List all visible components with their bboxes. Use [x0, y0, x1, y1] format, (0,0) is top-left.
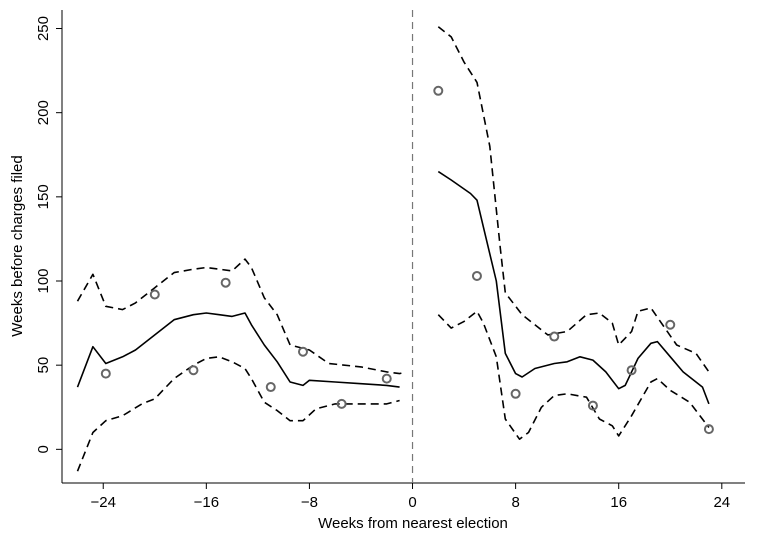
data-point: [149, 289, 160, 300]
x-tick-label: 0: [408, 494, 416, 511]
x-tick-label: −8: [301, 494, 318, 511]
data-point: [220, 277, 231, 288]
data-point: [549, 331, 560, 342]
data-point: [626, 365, 637, 376]
data-point: [587, 400, 598, 411]
confidence-line: [76, 356, 400, 472]
y-tick-label: 100: [35, 268, 52, 293]
data-point: [510, 388, 521, 399]
data-point: [100, 368, 111, 379]
x-tick-label: 24: [713, 494, 730, 511]
y-tick-label: 0: [35, 445, 52, 453]
y-axis-title: Weeks before charges filed: [9, 155, 26, 337]
data-point: [471, 270, 482, 281]
y-tick-label: 250: [35, 16, 52, 41]
data-point: [381, 373, 392, 384]
data-point: [265, 382, 276, 393]
data-point: [665, 319, 676, 330]
data-point: [297, 346, 308, 357]
data-point: [703, 424, 714, 435]
y-tick-label: 50: [35, 357, 52, 374]
fit-line: [76, 312, 400, 388]
x-tick-label: −16: [194, 494, 219, 511]
fit-line: [437, 170, 710, 405]
data-point: [433, 85, 444, 96]
y-tick-label: 150: [35, 184, 52, 209]
data-point: [188, 365, 199, 376]
x-tick-label: 8: [511, 494, 519, 511]
confidence-line: [437, 26, 710, 373]
x-axis-title: Weeks from nearest election: [318, 515, 508, 532]
x-tick-label: −24: [91, 494, 116, 511]
data-point: [336, 398, 347, 409]
confidence-line: [76, 258, 407, 375]
confidence-line: [437, 310, 710, 440]
y-tick-label: 200: [35, 100, 52, 125]
x-tick-label: 16: [610, 494, 627, 511]
